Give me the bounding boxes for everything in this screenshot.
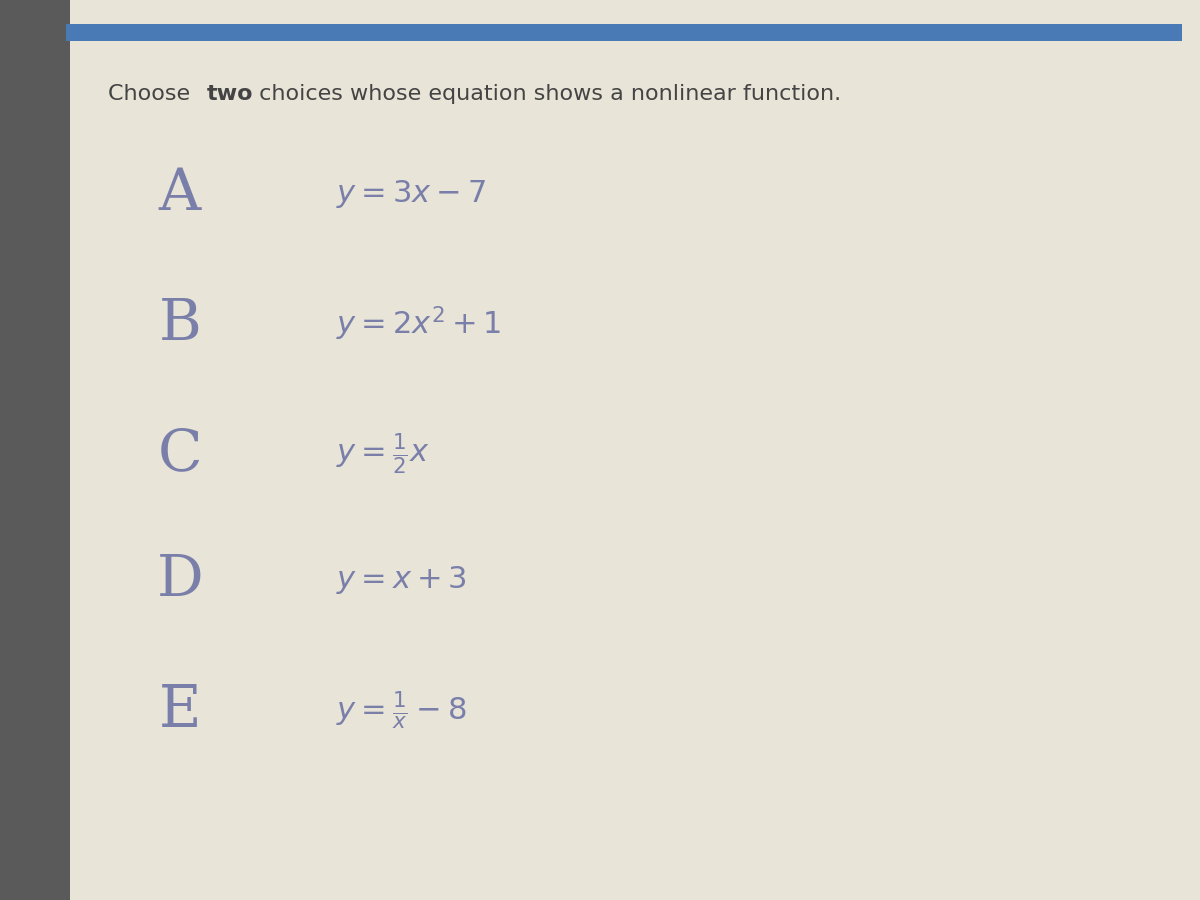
FancyBboxPatch shape [0, 0, 70, 900]
Text: $y = 2x^2 + 1$: $y = 2x^2 + 1$ [336, 305, 502, 343]
Text: Choose: Choose [108, 85, 197, 104]
Text: C: C [157, 427, 203, 482]
Text: $y = \frac{1}{x} - 8$: $y = \frac{1}{x} - 8$ [336, 690, 467, 732]
Text: E: E [158, 683, 202, 739]
Text: $y = 3x - 7$: $y = 3x - 7$ [336, 177, 486, 210]
Text: B: B [158, 296, 202, 352]
Text: two: two [206, 85, 253, 104]
Text: A: A [158, 166, 202, 221]
Text: D: D [157, 553, 203, 608]
Text: choices whose equation shows a nonlinear function.: choices whose equation shows a nonlinear… [252, 85, 841, 104]
FancyBboxPatch shape [66, 24, 1182, 40]
Text: $y = \frac{1}{2}x$: $y = \frac{1}{2}x$ [336, 432, 430, 477]
Text: $y = x + 3$: $y = x + 3$ [336, 564, 467, 597]
